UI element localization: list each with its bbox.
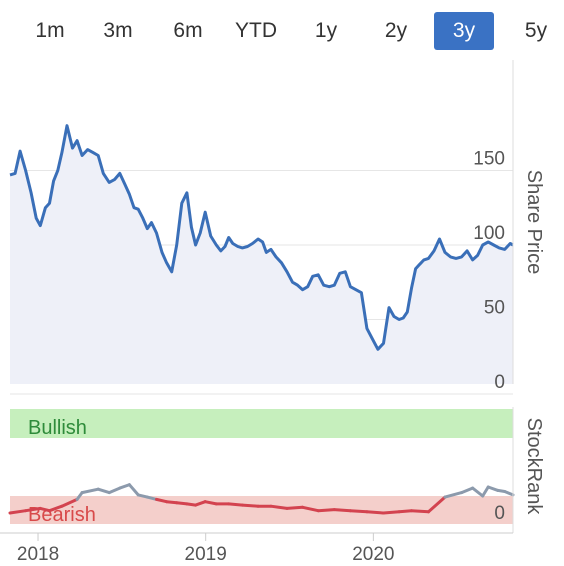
stockrank-segment [471,486,485,498]
stockrank-segment [427,495,447,514]
stockrank-segment [503,490,515,497]
stockrank-segment [155,497,169,504]
stockrank-segment [8,509,28,515]
price-y-tick-0: 0 [494,372,505,393]
stockrank-segment [240,503,260,508]
stockrank-segment [382,510,401,515]
stockrank-segment [269,504,289,510]
stockrank-segment [80,487,100,495]
stockrank-y-tick-0: 0 [494,503,505,524]
stockrank-segment [127,483,140,497]
price-y-tick-100: 100 [473,223,505,244]
stockrank-segment [486,485,500,492]
price-y-tick-50: 50 [484,297,505,318]
stockrank-segment [443,491,464,499]
stockrank-segment [397,509,413,514]
stockrank-segment [60,497,79,508]
stockrank-segment [96,487,111,495]
stockrank-segment [145,495,158,501]
price-panel: 0 50 100 150 Share Price [9,60,545,395]
stockrank-segment [481,485,490,498]
price-y-tick-150: 150 [473,148,505,169]
range-button-6m[interactable]: 6m [173,19,203,42]
range-button-ytd[interactable]: YTD [235,19,277,42]
stockrank-segment [107,486,122,495]
x-axis: 2018 2019 2020 [0,532,513,565]
stockrank-segment [165,500,179,505]
x-tick-label-2018: 2018 [17,544,59,565]
range-button-3y[interactable]: 3y [434,12,494,50]
stockrank-axis-title: StockRank [523,418,545,516]
stockrank-segment [118,483,131,490]
stockrank-segment [136,493,149,499]
stockrank-segment [285,505,305,510]
range-button-1y[interactable]: 1y [314,19,338,42]
stockrank-segment [410,509,430,514]
stockrank-segment [203,500,218,506]
stockrank-y-axis: 0 [494,503,505,524]
price-axis-title: Share Price [523,170,545,275]
stockrank-segment [301,505,320,513]
range-button-2y[interactable]: 2y [384,19,408,42]
stockrank-segment [175,501,189,506]
stockrank-segment [460,486,475,495]
stockrank-segment [38,506,51,513]
range-selector: 1m 3m 6m YTD 1y 2y 3y 5y [0,8,564,52]
range-button-3m[interactable]: 3m [103,19,133,42]
stockrank-segment [316,508,336,513]
range-button-1m[interactable]: 1m [35,19,65,42]
bullish-zone-label: Bullish [28,417,87,439]
stockrank-segment [365,510,385,515]
stockrank-series-line [8,483,515,515]
stockrank-segment [348,509,369,514]
stockrank-segment [227,502,244,507]
stockrank-segment [194,500,207,507]
x-tick-label-2020: 2020 [352,544,394,565]
stockrank-segment [48,504,64,513]
price-series-line [9,124,514,351]
bullish-zone [10,409,513,438]
stockrank-panel: Bullish Bearish 0 StockRank [8,407,545,533]
x-tick-label-2019: 2019 [185,544,227,565]
range-button-5y[interactable]: 5y [524,19,548,42]
stockrank-segment [332,508,352,513]
price-y-axis: 0 50 100 150 [473,148,505,393]
stockrank-segment [24,506,42,513]
